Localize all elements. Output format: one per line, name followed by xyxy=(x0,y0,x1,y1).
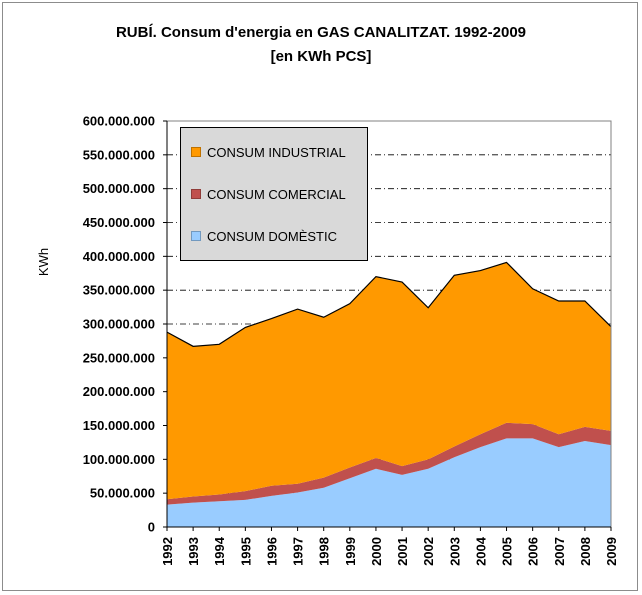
x-tick-label: 2006 xyxy=(526,537,541,566)
x-tick-label: 2002 xyxy=(421,537,436,566)
x-tick-label: 1997 xyxy=(291,537,306,566)
y-tick-label: 450.000.000 xyxy=(83,215,155,230)
y-tick-label: 350.000.000 xyxy=(83,283,155,298)
legend-swatch-industrial xyxy=(191,147,201,157)
x-tick-label: 2009 xyxy=(604,537,619,566)
x-tick-label: 2005 xyxy=(500,537,515,566)
legend-label-domestic: CONSUM DOMÈSTIC xyxy=(207,228,337,244)
y-tick-label: 250.000.000 xyxy=(83,350,155,365)
y-axis-title: KWh xyxy=(36,248,51,276)
y-tick-label: 600.000.000 xyxy=(83,114,155,129)
y-tick-label: 200.000.000 xyxy=(83,384,155,399)
y-tick-label: 400.000.000 xyxy=(83,249,155,264)
y-tick-label: 100.000.000 xyxy=(83,452,155,467)
area-series-1 xyxy=(167,422,611,505)
y-tick-label: 550.000.000 xyxy=(83,147,155,162)
legend-item-industrial: CONSUM INDUSTRIAL xyxy=(191,144,346,160)
y-tick-label: 0 xyxy=(148,520,155,535)
y-tick-label: 50.000.000 xyxy=(90,486,155,501)
legend: CONSUM INDUSTRIAL CONSUM COMERCIAL CONSU… xyxy=(180,127,368,261)
legend-item-domestic: CONSUM DOMÈSTIC xyxy=(191,228,337,244)
x-tick-label: 2004 xyxy=(473,536,488,566)
legend-swatch-comercial xyxy=(191,189,201,199)
y-tick-label: 300.000.000 xyxy=(83,317,155,332)
area-outline-2 xyxy=(166,261,612,347)
y-tick-label: 500.000.000 xyxy=(83,181,155,196)
chart-title: RUBÍ. Consum d'energia en GAS CANALITZAT… xyxy=(115,24,527,41)
x-tick-label: 2008 xyxy=(578,537,593,566)
x-tick-label: 2007 xyxy=(552,537,567,566)
x-tick-label: 2001 xyxy=(395,537,410,566)
x-tick-label: 1996 xyxy=(264,537,279,566)
legend-label-industrial: CONSUM INDUSTRIAL xyxy=(207,144,346,160)
area-series-2 xyxy=(167,262,611,500)
x-tick-label: 1992 xyxy=(160,537,175,566)
x-tick-label: 2003 xyxy=(447,537,462,566)
chart-subtitle: [en KWh PCS] xyxy=(270,48,372,65)
x-tick-label: 1999 xyxy=(343,537,358,566)
x-tick-label: 2000 xyxy=(369,537,384,566)
x-tick-label: 1993 xyxy=(186,537,201,566)
legend-item-comercial: CONSUM COMERCIAL xyxy=(191,186,346,202)
y-tick-label: 150.000.000 xyxy=(83,418,155,433)
area-series-0 xyxy=(167,438,611,527)
x-tick-label: 1998 xyxy=(317,537,332,566)
legend-swatch-domestic xyxy=(191,231,201,241)
x-tick-label: 1994 xyxy=(212,536,227,566)
legend-label-comercial: CONSUM COMERCIAL xyxy=(207,186,346,202)
x-tick-label: 1995 xyxy=(238,537,253,566)
